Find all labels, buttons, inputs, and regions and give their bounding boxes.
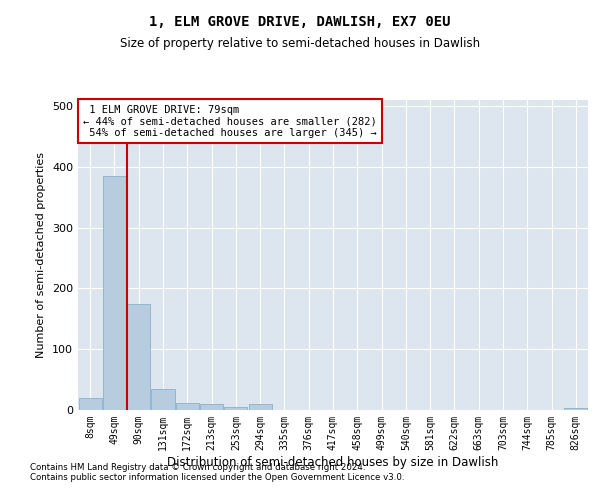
Bar xyxy=(151,388,175,410)
Bar xyxy=(200,404,223,410)
Text: Contains HM Land Registry data © Crown copyright and database right 2024.: Contains HM Land Registry data © Crown c… xyxy=(30,464,365,472)
Text: 1 ELM GROVE DRIVE: 79sqm
← 44% of semi-detached houses are smaller (282)
 54% of: 1 ELM GROVE DRIVE: 79sqm ← 44% of semi-d… xyxy=(83,104,377,138)
Text: Size of property relative to semi-detached houses in Dawlish: Size of property relative to semi-detach… xyxy=(120,38,480,51)
Bar xyxy=(79,398,101,410)
Text: 1, ELM GROVE DRIVE, DAWLISH, EX7 0EU: 1, ELM GROVE DRIVE, DAWLISH, EX7 0EU xyxy=(149,15,451,29)
Bar xyxy=(224,407,247,410)
Bar xyxy=(176,402,199,410)
Bar xyxy=(565,408,587,410)
Y-axis label: Number of semi-detached properties: Number of semi-detached properties xyxy=(37,152,46,358)
Bar xyxy=(248,404,272,410)
Text: Contains public sector information licensed under the Open Government Licence v3: Contains public sector information licen… xyxy=(30,474,404,482)
X-axis label: Distribution of semi-detached houses by size in Dawlish: Distribution of semi-detached houses by … xyxy=(167,456,499,468)
Bar xyxy=(103,176,126,410)
Bar xyxy=(127,304,150,410)
